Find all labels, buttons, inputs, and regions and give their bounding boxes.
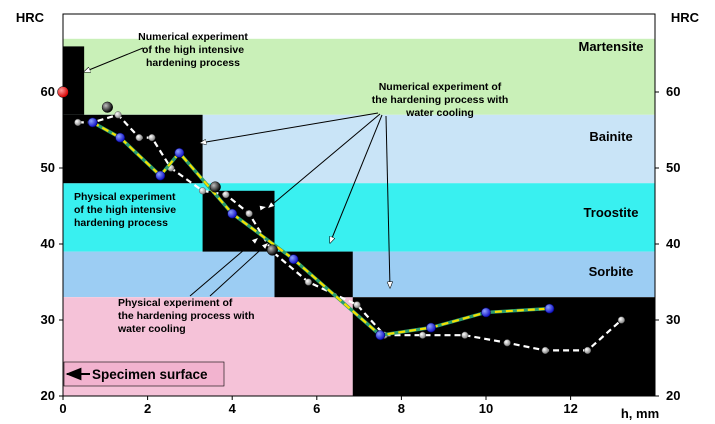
y-tick-label-left: 20 [41,388,55,403]
series-point-blue [481,307,491,318]
annotation-numerical-high-intensive: Numerical experiment of the high intensiv… [138,31,248,69]
zone-label-troostite: Troostite [584,205,639,220]
x-axis-label: h, mm [621,406,659,421]
y-tick-label-right: 30 [666,312,680,327]
series-point-blue [174,147,185,158]
series-point-blue [288,254,299,265]
series-point-blue [155,170,166,181]
y-axis-label-right: HRC [671,10,700,25]
y-tick-label-right: 20 [666,388,680,403]
series-point-gray [245,210,253,218]
y-tick-label-right: 50 [666,160,680,175]
series-point-gray [353,301,361,309]
x-tick-label: 10 [479,401,493,416]
arrow-num-hi [84,47,144,72]
series-point-blue [115,132,126,143]
y-axis-label-left: HRC [16,10,45,25]
arrow-phys-hi [249,207,266,210]
x-tick-label: 6 [313,401,320,416]
series-point-blue [227,208,238,219]
zone-label-bainite: Bainite [589,129,632,144]
special-point-black [209,181,221,193]
series-point-gray [199,187,207,195]
y-tick-label-left: 30 [41,312,55,327]
series-point-gray [583,346,592,354]
series-point-blue [87,117,98,128]
special-point-black [266,244,278,256]
black-blocks [63,46,655,396]
series-point-gray [74,118,82,126]
annotation-arrows [84,47,390,297]
arrow-phys-wc-1 [209,243,268,297]
annotation-physical-high-intensive: Physical experiment of the high intensive… [74,191,176,229]
plot-border [62,13,656,397]
series-point-gray [541,346,549,354]
series-point-gray [617,316,625,324]
y-tick-label-left: 60 [41,84,55,99]
black-block [352,297,655,396]
y-tick-label-left: 50 [41,160,55,175]
y-tick-label-right: 60 [666,84,680,99]
series-point-gray [419,331,427,339]
x-tick-label: 0 [59,401,66,416]
special-point-black [101,101,113,113]
annotations: Numerical experiment of the high intensiv… [63,31,509,387]
x-tick-label: 12 [563,401,577,416]
special-point-red [57,86,69,98]
specimen-surface-box [63,361,225,387]
series-point-gray [222,191,230,199]
axis-ticks: 0 2 4 6 8 10 12 20 20 30 30 40 40 50 50 60 60 [41,84,681,416]
plot-frame [62,13,656,397]
series-point-gray [304,278,312,286]
arrow-num-wc-4 [385,115,390,288]
data-series [74,111,625,354]
series-point-blue [426,322,436,333]
series-point-gray [148,134,156,142]
arrow-num-wc-3 [330,114,383,243]
zone-band [63,251,655,298]
zone-label-martensite: Martensite [578,39,643,54]
series-point-gray [461,331,469,339]
x-tick-label: 8 [398,401,405,416]
black-block [202,190,275,252]
black-block [63,46,85,115]
highlighted-points [57,86,278,256]
black-block [274,251,353,298]
series-point-blue [544,303,555,314]
annotation-physical-water-cooling: Physical experiment of the hardening proc… [117,297,255,335]
arrow-num-wc-1 [200,112,379,143]
zone-labels: Martensite Bainite Troostite Sorbite [578,39,643,279]
series-point-gray [114,111,122,119]
y-tick-label-right: 40 [666,236,680,251]
arrow-phys-wc-2 [189,238,258,297]
zone-band [63,183,655,252]
series-point-blue [375,330,386,341]
annotation-numerical-water-cooling: Numerical experiment of the hardening pro… [372,81,509,119]
y-tick-label-left: 40 [41,236,55,251]
x-tick-label: 4 [229,401,237,416]
axis-labels: HRC HRC h, mm [16,10,700,421]
series-point-gray [503,339,511,347]
zone-label-sorbite: Sorbite [589,264,634,279]
arrow-num-wc-2 [268,113,381,208]
specimen-surface-label: Specimen surface [92,367,208,382]
zone-band [63,38,655,115]
series-point-gray [135,134,143,142]
x-tick-label: 2 [144,401,151,416]
series-line-yellow [92,121,550,337]
